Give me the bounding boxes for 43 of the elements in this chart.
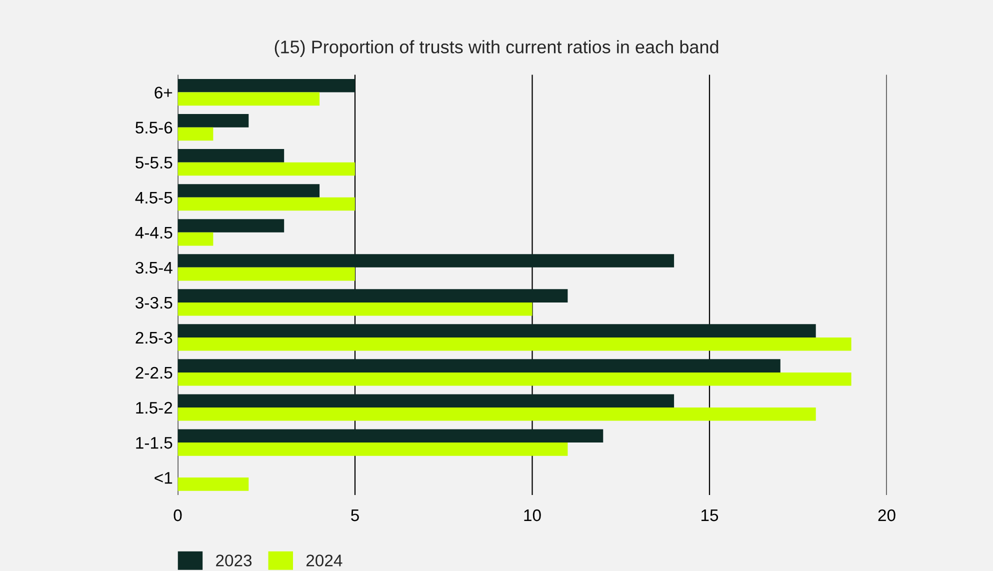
y-tick-label: 5.5-6 <box>136 122 172 134</box>
bar <box>178 127 214 141</box>
bar <box>178 289 568 302</box>
bar <box>178 429 604 443</box>
x-tick-label: 15 <box>702 510 718 522</box>
y-tick-label: 3-3.5 <box>136 296 172 309</box>
y-tick-label: 4-4.5 <box>135 226 172 239</box>
bar <box>178 232 214 246</box>
bar <box>178 267 355 281</box>
chart-title: (15) Proportion of trusts with current ratios in each band <box>274 40 718 57</box>
bar <box>178 219 284 232</box>
bar <box>178 394 674 408</box>
y-tick-label: 2.5-3 <box>136 332 172 344</box>
legend-label: 2023 <box>216 554 252 566</box>
x-tick-label: 5 <box>351 510 359 522</box>
y-tick-label: 3.5-4 <box>136 262 172 274</box>
y-tick-label: 2-2.5 <box>136 366 172 379</box>
bar <box>178 162 355 176</box>
bar <box>178 92 320 106</box>
y-tick-label: 1-1.5 <box>136 437 172 449</box>
bar <box>178 337 852 351</box>
x-tick-label: 10 <box>524 509 541 522</box>
bar <box>178 184 320 198</box>
y-tick-label: 4.5-5 <box>135 192 172 204</box>
bar <box>178 408 816 421</box>
y-tick-label: 1.5-2 <box>136 402 172 414</box>
y-tick-label: <1 <box>154 472 172 484</box>
y-tick-label: 6+ <box>154 86 172 99</box>
bar <box>178 478 249 491</box>
bar <box>178 79 355 92</box>
bar <box>178 302 532 316</box>
bar <box>178 114 249 128</box>
bar <box>178 197 355 211</box>
bar <box>178 442 568 456</box>
legend-label: 2024 <box>306 554 342 566</box>
y-tick-label: 5-5.5 <box>136 156 172 169</box>
bar <box>178 149 284 162</box>
bar <box>178 324 816 338</box>
bar <box>178 372 852 386</box>
x-tick-label: 0 <box>174 509 182 522</box>
bar <box>178 359 780 372</box>
bar <box>178 254 674 268</box>
x-tick-label: 20 <box>878 509 896 522</box>
